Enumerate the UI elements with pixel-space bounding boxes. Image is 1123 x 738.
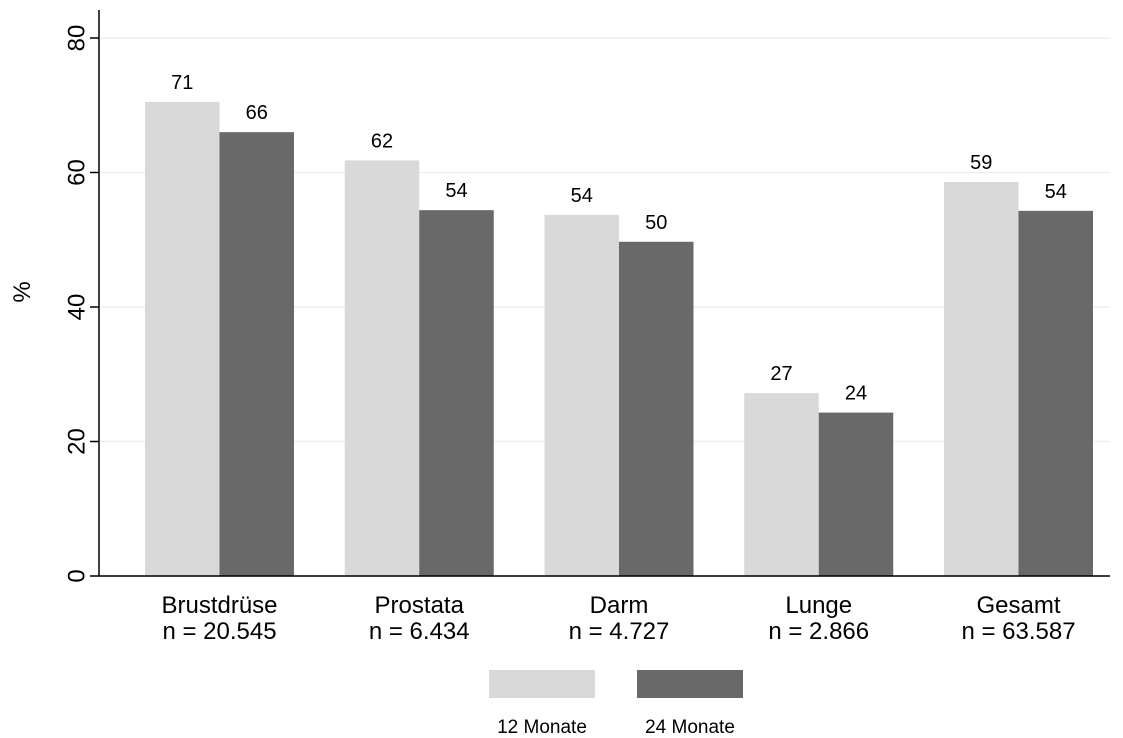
y-tick-label: 60 (64, 159, 91, 186)
category-n-label: n = 4.727 (569, 618, 670, 645)
bar-value-label: 62 (371, 130, 393, 152)
bars (145, 101, 1093, 577)
y-ticks: 0 20 40 60 80 (64, 25, 99, 583)
legend-label: 12 Monate (497, 717, 587, 738)
bar (619, 241, 694, 576)
bar-value-label: 59 (970, 152, 992, 174)
data-labels: 71 66 62 54 54 50 27 24 59 54 (171, 72, 1067, 405)
bar (419, 210, 494, 576)
axes (98, 10, 1110, 577)
category-label: Darm (590, 592, 649, 619)
bar (944, 181, 1019, 577)
y-tick-label: 0 (64, 569, 91, 582)
bar-value-label: 54 (1045, 181, 1067, 203)
y-tick-label: 40 (64, 294, 91, 321)
bar (219, 132, 294, 576)
bar (744, 393, 819, 576)
legend-swatch (637, 670, 743, 698)
bar-value-label: 24 (845, 383, 867, 405)
bar-value-label: 71 (171, 72, 193, 94)
legend-swatch (489, 670, 595, 698)
bar (344, 160, 420, 576)
bar (1018, 210, 1093, 576)
y-tick-label: 20 (64, 428, 91, 455)
category-n-label: n = 20.545 (162, 618, 276, 645)
category-label: Gesamt (976, 592, 1060, 619)
y-axis-title: % (9, 281, 36, 302)
bar (544, 214, 619, 576)
bar (818, 412, 894, 576)
bar-value-label: 66 (246, 102, 268, 124)
legend-label: 24 Monate (645, 717, 735, 738)
legend: 12 Monate 24 Monate (489, 670, 743, 738)
bar-value-label: 27 (770, 363, 792, 385)
category-label: Brustdrüse (161, 592, 277, 619)
category-n-label: n = 2.866 (768, 618, 869, 645)
category-n-label: n = 6.434 (369, 618, 470, 645)
category-label: Prostata (375, 592, 465, 619)
y-tick-label: 80 (64, 25, 91, 52)
category-label: Lunge (785, 592, 852, 619)
category-n-label: n = 63.587 (961, 618, 1075, 645)
bar-value-label: 50 (645, 212, 667, 234)
bar-value-label: 54 (445, 180, 467, 202)
bar-value-label: 54 (571, 185, 593, 207)
bar (145, 101, 220, 576)
